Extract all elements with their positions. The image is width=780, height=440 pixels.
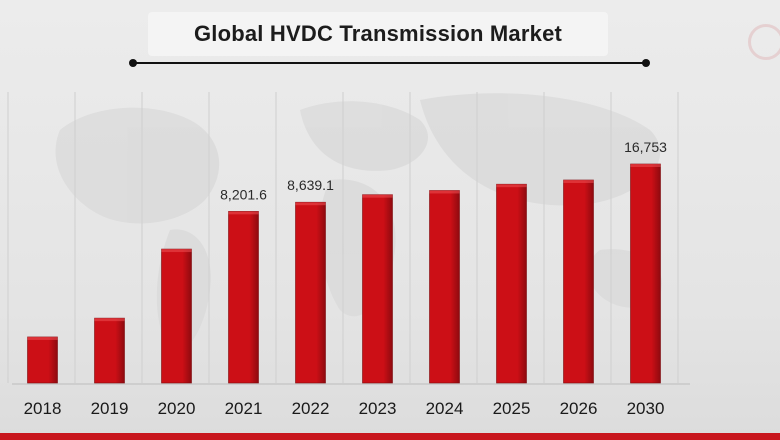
bar	[496, 183, 527, 384]
underline-left-dot	[129, 59, 137, 67]
bar	[429, 190, 460, 384]
bar	[563, 179, 594, 384]
bar-2021	[228, 211, 259, 384]
bar-2023	[362, 194, 393, 384]
bar	[228, 211, 259, 384]
x-tick-label: 2026	[560, 399, 598, 418]
x-tick-label: 2018	[24, 399, 62, 418]
vertical-gridlines	[7, 92, 690, 385]
title-banner: Global HVDC Transmission Market	[148, 12, 608, 56]
x-tick-label: 2022	[292, 399, 330, 418]
bar-top-highlight	[429, 190, 460, 194]
bottom-accent-bar	[0, 433, 780, 440]
bar-2026	[563, 179, 594, 384]
bar-2022	[295, 201, 326, 384]
x-tick-label: 2019	[91, 399, 129, 418]
x-tick-label: 2020	[158, 399, 196, 418]
bar-top-highlight	[228, 211, 259, 215]
bar-2019	[94, 317, 125, 384]
chart-title: Global HVDC Transmission Market	[193, 21, 563, 46]
bar	[362, 194, 393, 384]
x-tick-label: 2030	[627, 399, 665, 418]
bar-2025	[496, 183, 527, 384]
bar-2018	[27, 336, 58, 384]
bar-top-highlight	[295, 202, 326, 206]
bar-top-highlight	[27, 336, 58, 340]
bar	[161, 248, 192, 384]
title-underline	[129, 59, 650, 67]
bars	[27, 163, 661, 384]
logo-icon	[748, 24, 780, 60]
bar-top-highlight	[94, 318, 125, 322]
x-tick-label: 2025	[493, 399, 531, 418]
data-labels: 8,201.6 8,639.1 16,753	[220, 139, 667, 202]
data-label: 8,201.6	[220, 186, 267, 202]
bar-2024	[429, 190, 460, 384]
x-axis-tick-labels: 2018 2019 2020 2021 2022 2023 2024 2025 2026 2030	[24, 399, 665, 418]
x-tick-label: 2021	[225, 399, 263, 418]
x-tick-label: 2023	[359, 399, 397, 418]
bar-2030	[630, 163, 661, 384]
bar	[630, 163, 661, 384]
bar-top-highlight	[496, 184, 527, 188]
data-label: 16,753	[624, 139, 667, 155]
bar-top-highlight	[630, 164, 661, 167]
bar	[27, 336, 58, 384]
underline-right-dot	[642, 59, 650, 67]
bar-top-highlight	[563, 180, 594, 183]
bar-2020	[161, 248, 192, 384]
bar	[94, 317, 125, 384]
data-label: 8,639.1	[287, 177, 334, 193]
bar	[295, 201, 326, 384]
x-tick-label: 2024	[426, 399, 464, 418]
bar-top-highlight	[161, 249, 192, 253]
bar-top-highlight	[362, 194, 393, 198]
